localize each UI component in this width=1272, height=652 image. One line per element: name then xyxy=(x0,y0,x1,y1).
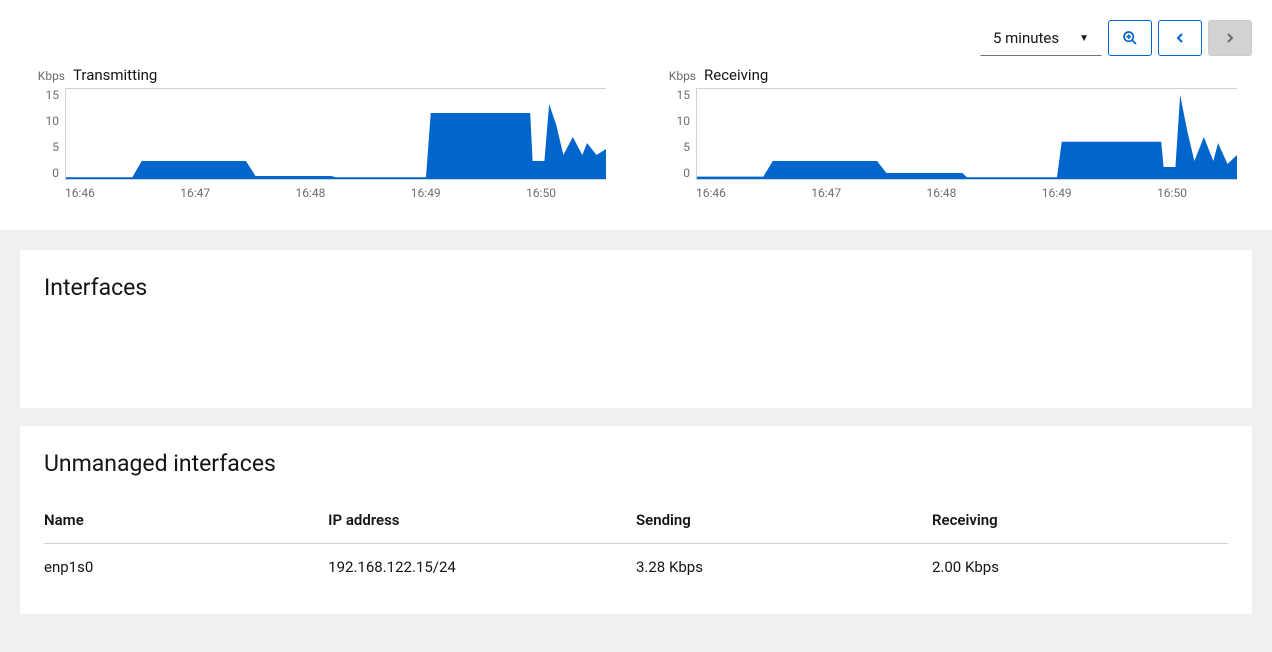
x-tick: 16:49 xyxy=(411,186,441,200)
charts-row: Kbps Transmitting 15 10 5 0 16:46 16:47 … xyxy=(20,66,1252,200)
y-tick: 10 xyxy=(677,114,691,128)
unmanaged-title: Unmanaged interfaces xyxy=(44,450,1228,477)
chart-title: Receiving xyxy=(704,66,768,84)
cell-sending: 3.28 Kbps xyxy=(636,544,932,591)
y-axis: 15 10 5 0 xyxy=(666,88,696,180)
receiving-svg xyxy=(697,89,1237,179)
chart-unit-label: Kbps xyxy=(666,69,696,83)
interfaces-title: Interfaces xyxy=(44,274,1228,301)
y-tick: 10 xyxy=(46,114,60,128)
interfaces-section: Interfaces Unmanaged interfaces Name IP … xyxy=(0,230,1272,652)
time-range-label: 5 minutes xyxy=(993,29,1059,47)
x-tick: 16:48 xyxy=(927,186,957,200)
time-range-dropdown[interactable]: 5 minutes ▼ xyxy=(980,20,1102,56)
cell-name: enp1s0 xyxy=(44,544,328,591)
chevron-left-icon xyxy=(1172,30,1188,46)
y-tick: 5 xyxy=(52,140,59,154)
zoom-button[interactable] xyxy=(1108,20,1152,56)
y-tick: 5 xyxy=(683,140,690,154)
y-tick: 15 xyxy=(46,88,60,102)
x-tick: 16:46 xyxy=(65,186,95,200)
chevron-right-icon xyxy=(1222,30,1238,46)
x-tick: 16:50 xyxy=(1157,186,1187,200)
unmanaged-interfaces-card: Unmanaged interfaces Name IP address Sen… xyxy=(20,426,1252,614)
y-tick: 0 xyxy=(52,166,59,180)
x-tick: 16:46 xyxy=(696,186,726,200)
chart-section: 5 minutes ▼ Kbps Transmitti xyxy=(0,0,1272,230)
plot-area[interactable] xyxy=(696,88,1237,180)
col-sending-header: Sending xyxy=(636,497,932,544)
transmitting-svg xyxy=(66,89,606,179)
table-row[interactable]: enp1s0 192.168.122.15/24 3.28 Kbps 2.00 … xyxy=(44,544,1228,591)
chart-unit-label: Kbps xyxy=(35,69,65,83)
transmitting-chart: Kbps Transmitting 15 10 5 0 16:46 16:47 … xyxy=(35,66,606,200)
table-header-row: Name IP address Sending Receiving xyxy=(44,497,1228,544)
x-axis: 16:46 16:47 16:48 16:49 16:50 xyxy=(696,186,1237,200)
chart-toolbar: 5 minutes ▼ xyxy=(20,20,1252,56)
receiving-chart: Kbps Receiving 15 10 5 0 16:46 16:47 16:… xyxy=(666,66,1237,200)
caret-down-icon: ▼ xyxy=(1079,33,1089,44)
x-axis: 16:46 16:47 16:48 16:49 16:50 xyxy=(65,186,606,200)
y-tick: 15 xyxy=(677,88,691,102)
col-receiving-header: Receiving xyxy=(932,497,1228,544)
x-tick: 16:47 xyxy=(811,186,841,200)
chart-title: Transmitting xyxy=(73,66,157,84)
unmanaged-interfaces-table: Name IP address Sending Receiving enp1s0… xyxy=(44,497,1228,590)
interfaces-card: Interfaces xyxy=(20,250,1252,408)
y-axis: 15 10 5 0 xyxy=(35,88,65,180)
x-tick: 16:50 xyxy=(526,186,556,200)
col-ip-header: IP address xyxy=(328,497,636,544)
zoom-icon xyxy=(1122,30,1138,46)
cell-receiving: 2.00 Kbps xyxy=(932,544,1228,591)
x-tick: 16:49 xyxy=(1042,186,1072,200)
prev-button[interactable] xyxy=(1158,20,1202,56)
next-button xyxy=(1208,20,1252,56)
x-tick: 16:47 xyxy=(180,186,210,200)
y-tick: 0 xyxy=(683,166,690,180)
col-name-header: Name xyxy=(44,497,328,544)
cell-ip: 192.168.122.15/24 xyxy=(328,544,636,591)
x-tick: 16:48 xyxy=(296,186,326,200)
plot-area[interactable] xyxy=(65,88,606,180)
